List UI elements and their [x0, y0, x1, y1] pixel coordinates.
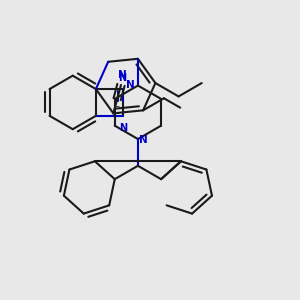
Text: N: N [140, 135, 148, 145]
Text: N: N [118, 73, 127, 83]
Text: N: N [126, 80, 134, 90]
Text: C: C [112, 106, 120, 116]
Text: N: N [120, 123, 128, 133]
Text: N: N [118, 70, 126, 80]
